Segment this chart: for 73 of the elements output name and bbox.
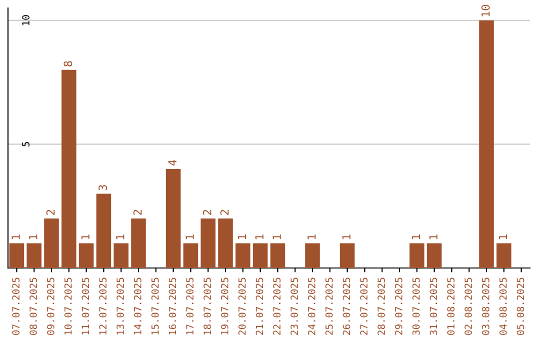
bar [96,194,112,268]
data-label: 3 [98,185,107,190]
x-tick-label: 18.07.2025 [204,278,211,334]
x-tick-label: 31.07.2025 [430,278,438,335]
bar [62,70,76,268]
data-label: 1 [272,234,281,240]
x-tick-label: 15.07.2025 [151,278,159,334]
data-label: 1 [238,234,246,240]
x-tick-label: 10.07.2025 [64,278,72,334]
x-tick-label: 12.07.2025 [99,278,107,334]
x-tick-label: 28.07.2025 [378,278,385,335]
data-label: 2 [133,210,142,215]
x-tick-label: 27.07.2025 [360,278,368,335]
data-label: 8 [64,61,72,66]
data-label: 1 [342,234,350,240]
bar [340,243,355,268]
data-label: 1 [29,234,38,240]
x-tick-label: 03.08.2025 [482,278,490,335]
x-tick-label: 01.08.2025 [447,278,455,335]
data-label: 2 [220,210,229,215]
x-tick-label: 26.07.2025 [342,278,350,335]
x-tick-label: 30.07.2025 [412,278,420,335]
bar [166,168,181,268]
x-tick-label: 16.07.2025 [168,278,176,334]
bar [26,243,42,268]
bar [496,243,512,268]
bar [270,243,286,268]
data-label: 1 [81,234,90,240]
bar [410,243,424,268]
x-tick-label: 02.08.2025 [464,278,472,335]
x-tick-label: 09.07.2025 [46,278,54,335]
bar [114,243,128,268]
x-tick-label: 07.07.2025 [12,278,20,335]
x-tick-label: 19.07.2025 [220,278,228,334]
bar [131,218,146,268]
data-label: 1 [186,234,194,240]
x-tick-label: 14.07.2025 [134,278,142,334]
x-tick-label: 29.07.2025 [394,278,402,335]
data-label: 1 [412,234,420,240]
bar [479,20,494,268]
data-label: 1 [116,234,124,240]
bar [218,218,233,268]
x-tick-label: 25.07.2025 [325,278,333,335]
bar [44,218,59,268]
x-tick-label: 21.07.2025 [256,278,264,335]
y-tick-label: 5 [22,142,30,146]
bar [183,243,198,268]
x-tick-label: 17.07.2025 [186,278,194,334]
x-tick-label: 13.07.2025 [116,278,124,334]
x-tick-label: 23.07.2025 [290,278,298,335]
x-tick-label: 05.08.2025 [516,278,524,335]
data-label: 1 [429,234,438,240]
bar [426,243,442,268]
x-tick-label: 20.07.2025 [238,278,246,335]
data-label: 1 [255,234,264,240]
x-tick-label: 04.08.2025 [499,278,507,335]
data-label: 1 [498,234,507,240]
x-tick-label: 24.07.2025 [308,278,316,335]
data-label: 10 [481,4,490,16]
x-tick-label: 08.07.2025 [30,278,37,335]
bar [305,243,320,268]
data-label: 2 [46,210,55,215]
bar [252,243,268,268]
data-label: 2 [202,210,212,215]
bar [9,243,24,268]
bar [200,218,216,268]
x-tick-label: 22.07.2025 [273,278,281,335]
data-label: 4 [168,160,176,166]
bar [78,243,94,268]
x-tick-label: 11.07.2025 [82,278,90,334]
bar [236,243,250,268]
data-label: 1 [307,234,316,240]
data-label: 1 [12,234,20,240]
